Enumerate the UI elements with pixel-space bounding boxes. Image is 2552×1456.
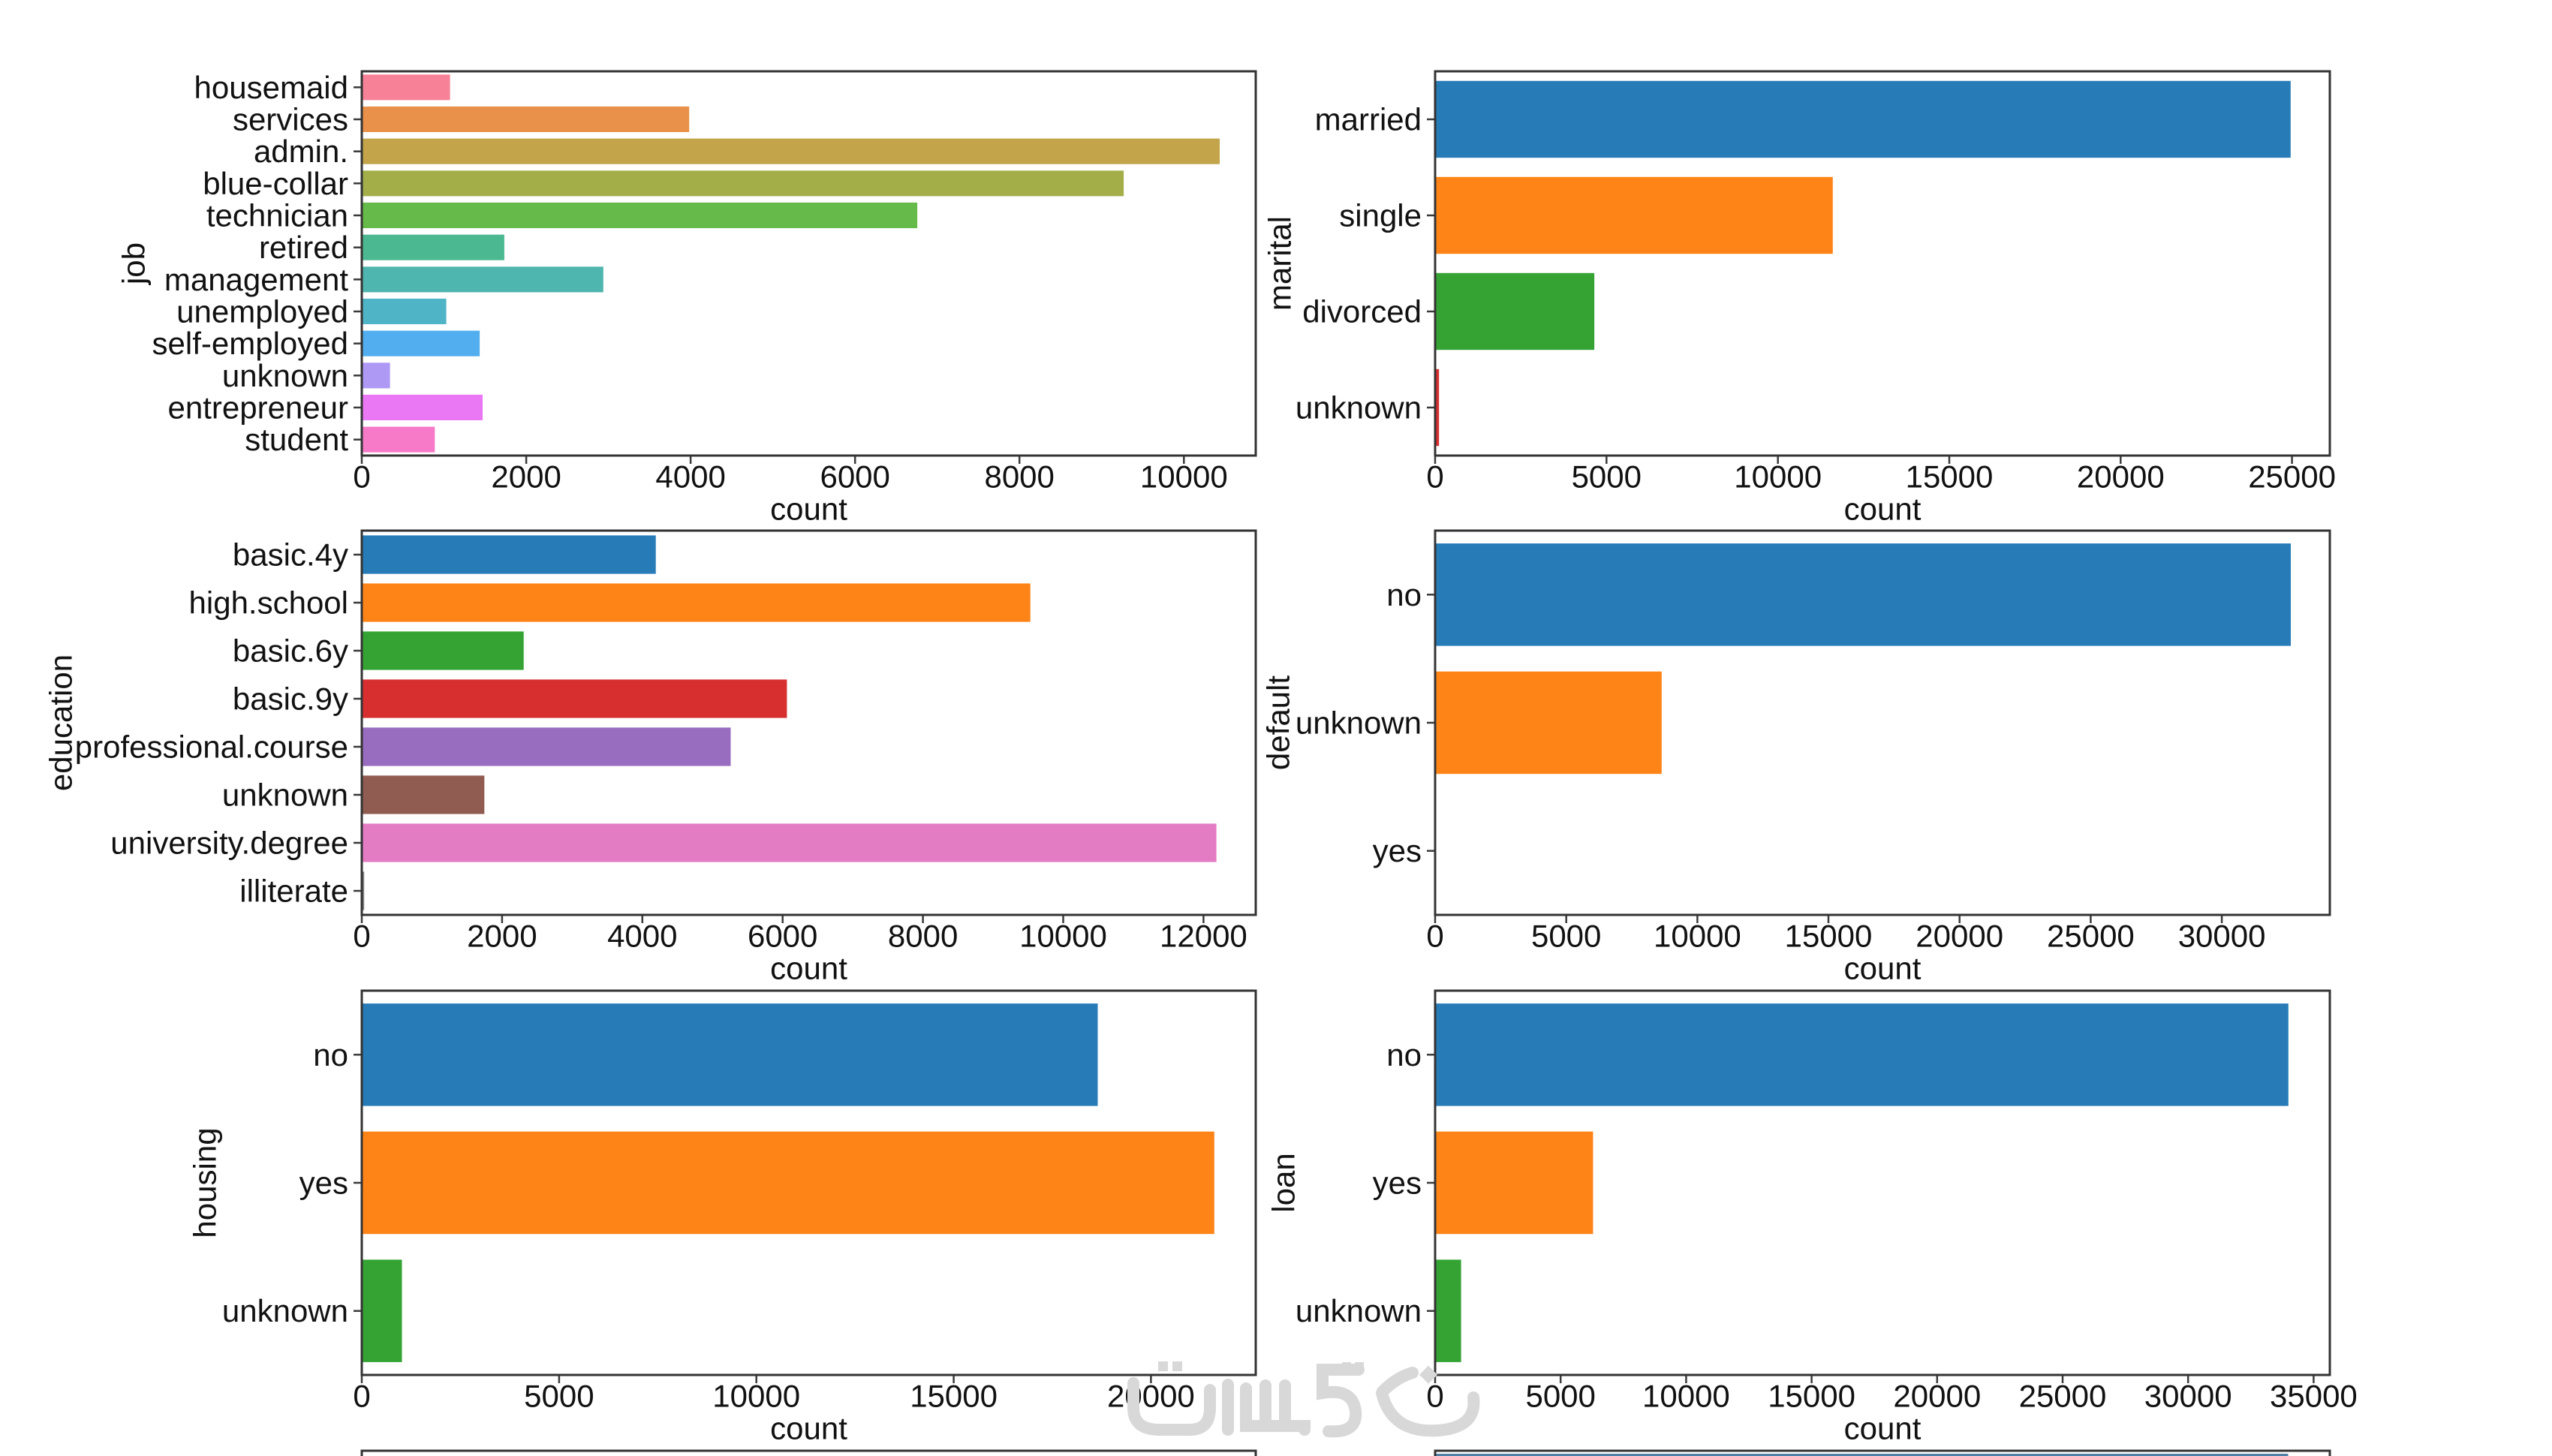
svg-text:35000: 35000	[2270, 1379, 2358, 1414]
svg-text:0: 0	[1426, 459, 1443, 495]
svg-text:count: count	[770, 492, 847, 527]
svg-text:10000: 10000	[1734, 459, 1822, 495]
svg-text:10000: 10000	[712, 1379, 800, 1414]
svg-text:25000: 25000	[2248, 459, 2336, 495]
svg-text:admin.: admin.	[254, 134, 348, 169]
svg-text:15000: 15000	[910, 1379, 998, 1414]
svg-text:blue-collar: blue-collar	[203, 166, 348, 201]
svg-text:10000: 10000	[1642, 1379, 1730, 1414]
svg-text:20000: 20000	[2077, 459, 2165, 495]
svg-text:basic.4y: basic.4y	[233, 537, 348, 573]
svg-text:8000: 8000	[888, 919, 958, 954]
svg-text:student: student	[245, 422, 348, 457]
svg-text:25000: 25000	[2019, 1379, 2107, 1414]
svg-text:no: no	[1386, 577, 1422, 612]
svg-text:unknown: unknown	[222, 1293, 348, 1328]
svg-text:unknown: unknown	[1296, 1293, 1422, 1328]
svg-text:10000: 10000	[1654, 919, 1741, 954]
svg-text:20000: 20000	[1916, 919, 2003, 954]
svg-text:0: 0	[1426, 919, 1443, 954]
svg-text:25000: 25000	[2047, 919, 2135, 954]
svg-text:unknown: unknown	[222, 358, 348, 393]
svg-text:count: count	[770, 951, 847, 986]
svg-text:retired: retired	[259, 230, 348, 265]
svg-text:yes: yes	[1373, 1166, 1422, 1201]
svg-text:unknown: unknown	[222, 778, 348, 813]
svg-text:university.degree: university.degree	[110, 826, 348, 861]
svg-text:professional.course: professional.course	[75, 730, 348, 765]
svg-text:5000: 5000	[1572, 459, 1642, 495]
svg-text:5000: 5000	[1525, 1379, 1595, 1414]
svg-text:30000: 30000	[2144, 1379, 2232, 1414]
svg-text:30000: 30000	[2178, 919, 2266, 954]
svg-text:15000: 15000	[1785, 919, 1873, 954]
svg-text:6000: 6000	[748, 919, 817, 954]
svg-text:self-employed: self-employed	[152, 326, 348, 361]
svg-text:unknown: unknown	[1296, 390, 1422, 426]
svg-text:5000: 5000	[524, 1379, 594, 1414]
svg-text:housing: housing	[188, 1127, 223, 1238]
svg-text:2000: 2000	[491, 459, 561, 495]
svg-text:services: services	[233, 102, 348, 137]
svg-text:housemaid: housemaid	[194, 70, 348, 105]
svg-text:0: 0	[353, 1379, 370, 1414]
svg-text:loan: loan	[1266, 1153, 1302, 1212]
svg-text:education: education	[44, 654, 79, 791]
svg-text:count: count	[770, 1411, 847, 1446]
svg-text:20000: 20000	[1893, 1379, 1981, 1414]
svg-text:0: 0	[353, 459, 370, 495]
svg-text:technician: technician	[206, 198, 348, 233]
svg-text:0: 0	[353, 919, 370, 954]
svg-text:4000: 4000	[607, 919, 677, 954]
svg-text:married: married	[1315, 102, 1422, 137]
svg-text:4000: 4000	[655, 459, 725, 495]
svg-text:count: count	[1844, 492, 1922, 527]
svg-text:entrepreneur: entrepreneur	[168, 390, 349, 426]
svg-text:yes: yes	[299, 1166, 348, 1201]
svg-text:basic.6y: basic.6y	[233, 633, 348, 669]
svg-text:10000: 10000	[1019, 919, 1107, 954]
svg-text:count: count	[1844, 951, 1922, 986]
svg-text:5000: 5000	[1531, 919, 1601, 954]
svg-text:marital: marital	[1262, 216, 1298, 311]
svg-text:yes: yes	[1373, 833, 1422, 868]
svg-text:12000: 12000	[1160, 919, 1247, 954]
svg-text:2000: 2000	[467, 919, 537, 954]
svg-text:illiterate: illiterate	[239, 874, 348, 909]
svg-text:management: management	[164, 262, 348, 297]
svg-text:10000: 10000	[1140, 459, 1228, 495]
svg-text:single: single	[1339, 198, 1422, 233]
svg-text:15000: 15000	[1906, 459, 1994, 495]
svg-text:unemployed: unemployed	[176, 294, 348, 329]
svg-text:job: job	[116, 242, 152, 286]
svg-text:count: count	[1844, 1411, 1922, 1446]
svg-text:6000: 6000	[820, 459, 889, 495]
svg-text:no: no	[1386, 1037, 1422, 1072]
svg-text:divorced: divorced	[1302, 294, 1422, 329]
svg-text:high.school: high.school	[189, 585, 348, 621]
svg-text:no: no	[313, 1037, 348, 1072]
svg-text:unknown: unknown	[1296, 705, 1422, 741]
svg-text:20000: 20000	[1107, 1379, 1195, 1414]
svg-text:default: default	[1261, 675, 1296, 770]
svg-text:8000: 8000	[984, 459, 1054, 495]
svg-text:0: 0	[1426, 1379, 1443, 1414]
svg-text:15000: 15000	[1768, 1379, 1855, 1414]
svg-text:basic.9y: basic.9y	[233, 681, 348, 717]
